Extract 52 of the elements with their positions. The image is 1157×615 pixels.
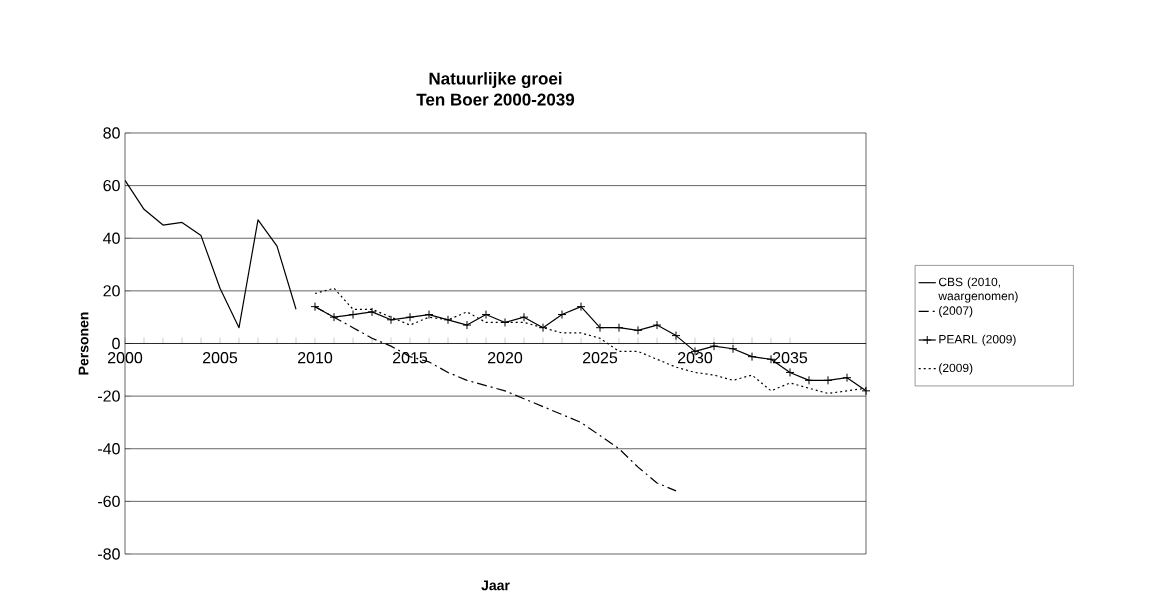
point [709,341,719,351]
y-tick-label: -40 [98,443,120,455]
point [785,367,795,377]
point [329,312,339,322]
y-tick-label: -80 [98,548,120,560]
x-axis-title: Jaar [481,580,510,591]
y-axis-title: Personen [78,312,89,375]
y-tick-label: 80 [103,127,120,139]
x-tick-label: 2030 [678,352,713,364]
y-tick-label: -60 [98,495,120,508]
x-tick-label: 2025 [583,352,618,364]
x-tick-label: 2015 [393,352,428,364]
point [310,302,320,312]
point [519,312,529,322]
y-tick-label: 40 [103,232,120,244]
chart-subtitle: Ten Boer 2000-2039 [416,93,575,106]
point [557,310,567,320]
y-tick-label: 60 [103,179,120,192]
point [614,323,624,333]
x-tick-label: 2005 [203,352,238,364]
point [861,386,871,396]
point [747,352,757,362]
point [576,302,586,312]
legend-label: (2007) [939,306,973,318]
point [671,331,681,341]
point [728,344,738,354]
x-tick-label: 2010 [298,352,333,364]
legend-label: (2009) [939,363,973,375]
x-tick-label: 2020 [488,352,523,364]
point [348,310,358,320]
point [367,307,377,317]
point [633,325,643,335]
y-tick-label: -20 [98,390,120,402]
point [386,315,396,325]
x-tick-label: 2035 [773,352,808,364]
point [823,375,833,385]
y-tick-label: 20 [103,285,120,297]
point [405,312,415,322]
legend-label: CBS (2010, waargenomen) [938,277,1018,303]
point [652,320,662,330]
point [538,323,548,333]
point [481,310,491,320]
point [842,373,852,383]
x-tick-label: 2000 [108,352,143,364]
point [804,375,814,385]
point [424,310,434,320]
point [595,323,605,333]
legend-label: PEARL (2009) [939,334,1016,346]
chart-title: Natuurlijke groei [429,72,562,89]
point [443,315,453,325]
y-tick-label: 0 [112,337,120,350]
point [462,320,472,330]
